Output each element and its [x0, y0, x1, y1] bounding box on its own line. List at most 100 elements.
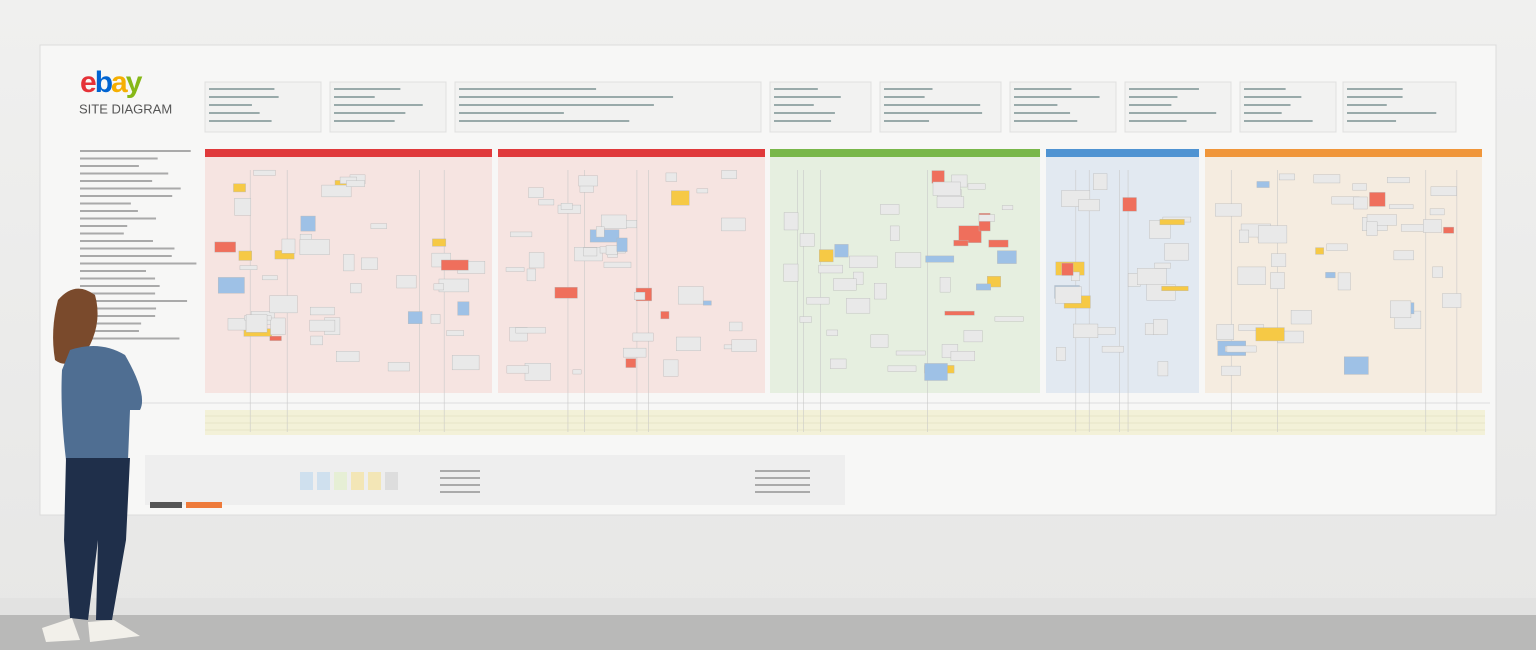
- text-line: [884, 88, 933, 90]
- page-node: [300, 215, 316, 232]
- page-node: [572, 369, 582, 375]
- legend-swatch: [334, 472, 347, 490]
- text-line: [80, 187, 181, 190]
- text-line: [80, 202, 131, 205]
- text-line: [440, 477, 480, 479]
- text-line: [440, 470, 480, 472]
- text-line: [1244, 104, 1291, 106]
- page-node: [1389, 204, 1414, 209]
- shoe: [88, 620, 140, 642]
- page-node: [262, 275, 278, 281]
- page-node: [596, 226, 605, 238]
- text-line: [884, 104, 981, 106]
- page-node: [1390, 300, 1412, 319]
- page-node: [665, 172, 677, 182]
- page-node: [1159, 219, 1185, 226]
- text-line: [755, 491, 810, 493]
- legend-chip: [150, 502, 182, 508]
- page-node: [616, 237, 628, 252]
- page-node: [361, 257, 378, 270]
- hair: [53, 288, 98, 364]
- text-line: [459, 96, 674, 98]
- page-node: [703, 300, 712, 306]
- text-line: [80, 232, 124, 235]
- page-node: [1154, 262, 1171, 269]
- page-node: [895, 252, 922, 268]
- page-node: [1055, 286, 1082, 304]
- text-line: [80, 240, 153, 242]
- header-box: [879, 81, 1002, 133]
- page-node: [932, 181, 961, 196]
- page-node: [227, 318, 247, 331]
- header-box: [1009, 81, 1117, 133]
- page-node: [625, 358, 637, 368]
- text-line: [774, 88, 818, 90]
- page-node: [721, 217, 746, 232]
- page-node: [731, 339, 757, 352]
- page-node: [233, 183, 246, 193]
- page-node: [1442, 293, 1462, 308]
- page-node: [554, 287, 578, 299]
- page-node: [1343, 356, 1369, 375]
- text-line: [1014, 120, 1078, 122]
- page-node: [887, 365, 917, 372]
- text-line: [459, 112, 564, 114]
- section-header: [498, 149, 765, 157]
- jacket: [61, 346, 143, 460]
- text-line: [80, 277, 156, 280]
- text-line: [80, 172, 169, 175]
- page-node: [833, 278, 857, 291]
- header-box: [1239, 81, 1337, 133]
- page-node: [936, 196, 965, 208]
- page-node: [1393, 250, 1414, 261]
- page-node: [799, 316, 812, 323]
- text-line: [209, 112, 260, 114]
- page-node: [1071, 271, 1080, 281]
- page-node: [997, 250, 1017, 264]
- jeans: [64, 458, 130, 620]
- text-line: [80, 165, 139, 167]
- section-header: [1046, 149, 1199, 157]
- page-node: [387, 362, 410, 372]
- page-node: [310, 335, 323, 346]
- page-node: [214, 241, 236, 253]
- page-node: [1423, 219, 1442, 233]
- ebay-logo: ebay: [80, 66, 143, 99]
- page-node: [505, 267, 525, 272]
- text-line: [80, 225, 128, 227]
- page-node: [950, 351, 975, 362]
- text-line: [755, 477, 810, 479]
- text-line: [774, 112, 835, 114]
- text-line: [1014, 96, 1100, 98]
- page-node: [870, 334, 889, 348]
- person: [42, 288, 143, 642]
- page-node: [783, 212, 799, 231]
- text-line: [334, 104, 423, 106]
- page-node: [281, 238, 296, 254]
- page-node: [978, 214, 995, 222]
- page-node: [457, 301, 470, 316]
- legend-area: [145, 455, 845, 505]
- page-node: [1226, 345, 1257, 353]
- page-node: [976, 283, 991, 291]
- page-node: [1443, 226, 1455, 234]
- page-node: [1073, 323, 1099, 338]
- page-node: [269, 335, 282, 341]
- legend-swatch: [300, 472, 313, 490]
- text-line: [1014, 104, 1058, 106]
- section-header: [205, 149, 492, 157]
- page-node: [677, 286, 704, 305]
- page-node: [432, 238, 447, 247]
- page-node: [1353, 196, 1368, 210]
- footer-band: [205, 410, 1485, 435]
- text-line: [80, 337, 180, 340]
- text-line: [1129, 88, 1199, 90]
- text-line: [80, 285, 160, 287]
- text-line: [80, 195, 173, 197]
- page-node: [729, 321, 743, 332]
- page-node: [1255, 327, 1285, 342]
- shoe: [42, 618, 80, 642]
- text-line: [1014, 88, 1072, 90]
- page-node: [671, 190, 690, 206]
- text-line: [334, 96, 375, 98]
